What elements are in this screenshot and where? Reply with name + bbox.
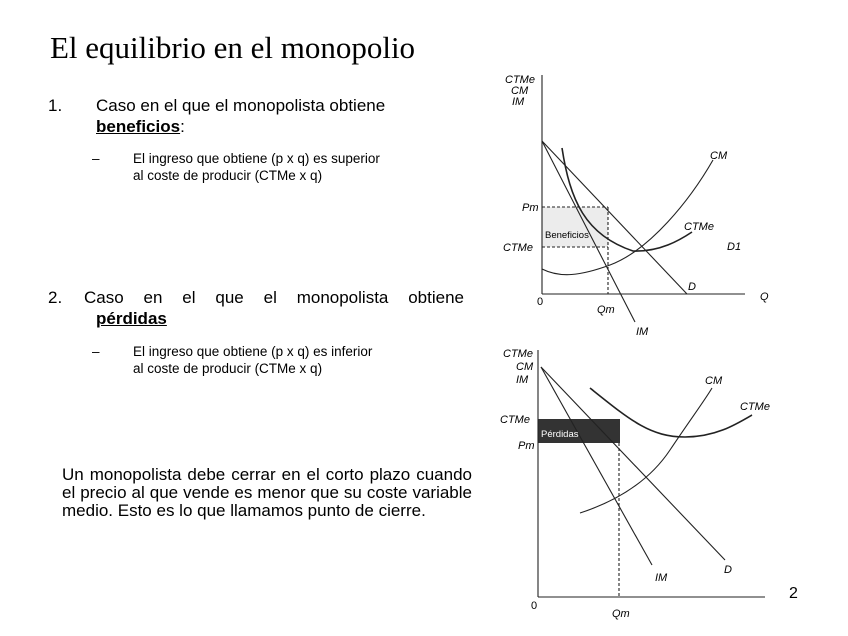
- average-cost-curve: [589, 387, 753, 438]
- item-1-sub: El ingreso que obtiene (p x q) es superi…: [133, 150, 380, 184]
- page-number: 2: [789, 585, 798, 602]
- item-1-colon: :: [180, 117, 185, 136]
- demand-curve: [540, 366, 726, 561]
- marginal-cost-curve: [579, 387, 713, 514]
- slide-title: El equilibrio en el monopolio: [50, 30, 416, 65]
- d1-ctme-label: CTMe: [503, 242, 533, 254]
- d2-pm-label: Pm: [518, 440, 535, 452]
- item-1-sub-line2: al coste de producir (CTMe x q): [133, 168, 323, 183]
- d1-cm-label: CM: [710, 150, 728, 162]
- item-1-text: Caso en el que el monopolista obtiene ben…: [96, 95, 385, 137]
- d2-origin: 0: [531, 600, 537, 612]
- d2-ctme-curve-label: CTMe: [740, 401, 770, 413]
- item-2-sub: El ingreso que obtiene (p x q) es inferi…: [133, 343, 372, 377]
- d2-im-label: IM: [655, 572, 668, 584]
- d1-xlabel: Q: [760, 291, 769, 303]
- item-2-label: Caso en el que el monopolista obtiene: [84, 288, 464, 307]
- marginal-revenue-curve: [540, 366, 653, 566]
- d2-d-label: D: [724, 564, 732, 576]
- d2-ylabel-im: IM: [516, 374, 529, 386]
- d1-ylabel-im: IM: [512, 96, 525, 108]
- d1-d1-label: D1: [727, 241, 741, 253]
- d1-im-label: IM: [636, 326, 649, 338]
- d1-d-label: D: [688, 281, 696, 293]
- item-1-bold: beneficios: [96, 117, 181, 136]
- marginal-revenue-curve: [541, 140, 636, 323]
- item-1-number: 1.: [48, 96, 63, 115]
- d1-ctme-curve-label: CTMe: [684, 221, 714, 233]
- d2-loss-label: Pérdidas: [541, 429, 579, 440]
- loss-area: [538, 419, 620, 443]
- item-1-label: Caso en el que el monopolista obtiene: [96, 96, 386, 115]
- profit-area: [542, 207, 608, 247]
- d1-ylabel-cm: CM: [511, 85, 529, 97]
- item-2-bold-wrap: pérdidas: [96, 308, 167, 329]
- item-2-number: 2.: [48, 288, 63, 307]
- diagram-loss: [537, 350, 765, 598]
- item-1-dash: –: [92, 151, 100, 166]
- d1-profit-label: Beneficios: [545, 230, 589, 241]
- d1-origin: 0: [537, 296, 543, 308]
- diagram-profit: [541, 75, 745, 323]
- d1-pm-label: Pm: [522, 202, 539, 214]
- item-2-dash: –: [92, 344, 100, 359]
- average-cost-curve: [561, 147, 693, 252]
- item-2-sub-line2: al coste de producir (CTMe x q): [133, 361, 323, 376]
- shutdown-paragraph: Un monopolista debe cerrar en el corto p…: [62, 465, 472, 520]
- d2-qm-label: Qm: [612, 608, 630, 620]
- item-2-sub-line1: El ingreso que obtiene (p x q) es inferi…: [133, 344, 373, 359]
- d1-ylabel-ctme: CTMe: [505, 74, 535, 86]
- d2-ylabel-cm: CM: [516, 361, 534, 373]
- d2-ctme-label: CTMe: [500, 414, 530, 426]
- d1-qm-label: Qm: [597, 304, 615, 316]
- d2-cm-label: CM: [705, 375, 723, 387]
- d2-ylabel-ctme: CTMe: [503, 348, 533, 360]
- item-2-bold: pérdidas: [96, 309, 167, 328]
- item-1-sub-line1: El ingreso que obtiene (p x q) es superi…: [133, 151, 380, 166]
- marginal-cost-curve: [541, 159, 714, 276]
